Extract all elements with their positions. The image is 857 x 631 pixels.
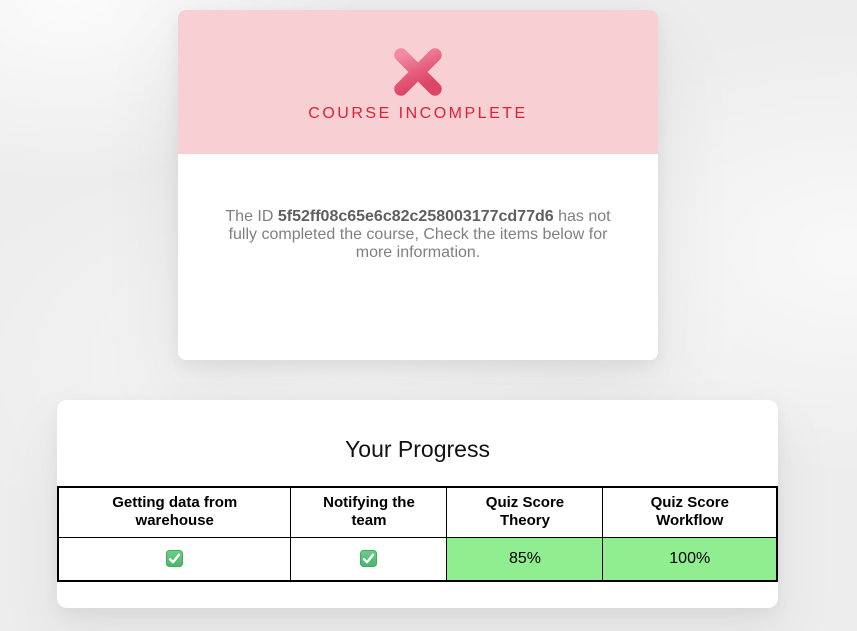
quiz-workflow-score-cell: 100% xyxy=(602,536,778,581)
status-title: COURSE INCOMPLETE xyxy=(308,105,528,122)
notifying-team-status-cell xyxy=(290,536,448,581)
check-mark-icon xyxy=(360,549,378,567)
quiz-theory-score-cell: 85% xyxy=(446,536,604,581)
status-card-body: The ID 5f52ff08c65e6c82c258003177cd77d6 … xyxy=(178,154,658,262)
getting-data-status-cell xyxy=(57,536,292,581)
cross-mark-icon xyxy=(394,48,442,96)
check-mark-icon xyxy=(166,549,184,567)
progress-table: Getting data from warehouse Notifying th… xyxy=(57,486,778,582)
progress-card: Your Progress Getting data from warehous… xyxy=(57,400,778,608)
status-message-prefix: The ID xyxy=(225,208,278,225)
course-id-value: 5f52ff08c65e6c82c258003177cd77d6 xyxy=(277,208,554,225)
progress-table-data-row: 85% 100% xyxy=(57,536,778,581)
status-message-suffix: has not fully completed the course, Chec… xyxy=(228,208,611,261)
course-status-card: COURSE INCOMPLETE The ID 5f52ff08c65e6c8… xyxy=(178,10,658,360)
progress-table-header-row: Getting data from warehouse Notifying th… xyxy=(57,486,778,538)
status-card-header: COURSE INCOMPLETE xyxy=(178,10,658,154)
column-header-getting-data: Getting data from warehouse xyxy=(57,486,292,538)
column-header-quiz-theory: Quiz Score Theory xyxy=(446,486,604,538)
column-header-notifying-team: Notifying the team xyxy=(290,486,448,538)
column-header-quiz-workflow: Quiz Score Workflow xyxy=(602,486,778,538)
status-message: The ID 5f52ff08c65e6c82c258003177cd77d6 … xyxy=(212,208,624,262)
progress-title: Your Progress xyxy=(345,436,490,462)
